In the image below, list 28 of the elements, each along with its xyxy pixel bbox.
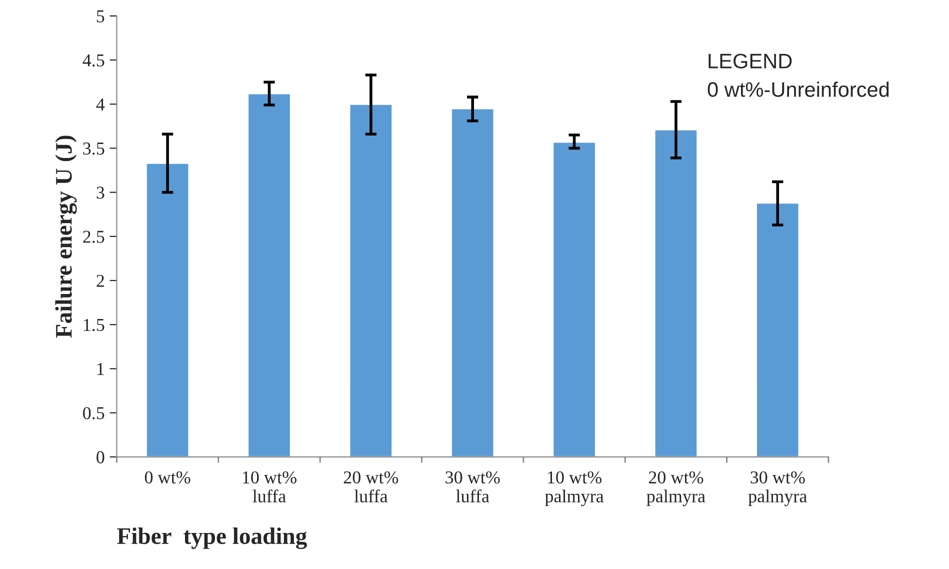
x-tick-label: 10 wt% palmyra bbox=[544, 471, 604, 506]
y-axis-title: Failure energy U (J) bbox=[55, 136, 77, 338]
x-tick-label: 10 wt% luffa bbox=[243, 471, 296, 502]
x-axis-title: Fiber type loading bbox=[117, 527, 307, 550]
bar bbox=[348, 103, 393, 457]
x-tick-label: 30 wt% palmyra bbox=[748, 471, 807, 506]
bar bbox=[552, 141, 596, 457]
x-tick-label: 30 wt% luffa bbox=[446, 471, 500, 502]
y-tick-label: 1.5 bbox=[84, 318, 104, 332]
bar bbox=[450, 108, 495, 457]
bar bbox=[654, 129, 698, 457]
annotation: LEGEND 0 wt%-Unreinforced bbox=[708, 54, 889, 97]
x-tick-label: 20 wt% luffa bbox=[344, 471, 398, 502]
x-tick-label: 0 wt% bbox=[144, 471, 190, 484]
y-tick-label: 5 bbox=[96, 10, 104, 22]
y-tick-label: 4 bbox=[96, 98, 105, 110]
x-tick-label: 20 wt% palmyra bbox=[646, 471, 706, 506]
y-tick-label: 3.5 bbox=[83, 142, 104, 155]
y-tick-label: 3 bbox=[96, 186, 104, 199]
y-tick-label: 0 bbox=[96, 451, 104, 464]
y-tick-label: 1 bbox=[97, 363, 104, 375]
y-tick-label: 2 bbox=[96, 274, 104, 287]
bar bbox=[247, 92, 292, 457]
bar bbox=[756, 202, 800, 457]
y-tick-label: 4.5 bbox=[82, 54, 104, 67]
bar bbox=[146, 162, 190, 457]
y-tick-label: 0.5 bbox=[83, 407, 104, 420]
y-tick-label: 2.5 bbox=[83, 230, 104, 243]
